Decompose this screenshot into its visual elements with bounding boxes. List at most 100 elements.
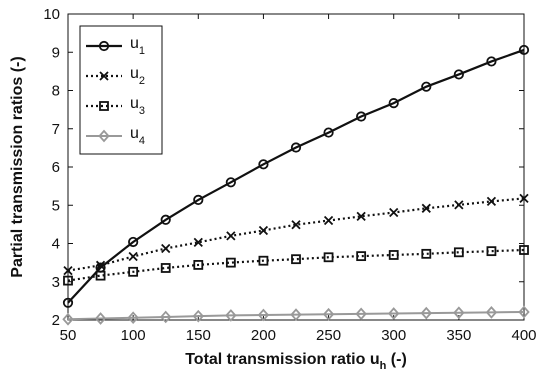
data-point-u1 [518, 44, 530, 56]
series-u2 [63, 193, 529, 276]
series-u1 [62, 44, 530, 308]
data-point-u2 [519, 193, 529, 204]
x-tick-label: 300 [381, 327, 406, 344]
x-axis-label-sub: h [380, 360, 387, 372]
data-point-u3 [486, 246, 497, 257]
legend-label-u4: u4 [130, 125, 145, 147]
data-point-u3 [160, 263, 171, 273]
x-tick-label: 400 [511, 327, 536, 344]
data-point-u4 [322, 307, 335, 321]
x-axis-label: Total transmission ratio uh (-) [185, 351, 407, 372]
data-point-u4 [160, 310, 172, 324]
data-point-u4 [94, 312, 107, 325]
data-point-u2 [226, 231, 236, 241]
data-point-u3 [128, 266, 139, 277]
legend-marker-u3 [99, 101, 109, 111]
data-point-u3 [356, 251, 367, 262]
data-point-u2 [486, 196, 497, 207]
data-point-u2 [95, 260, 106, 270]
data-point-u4 [62, 312, 74, 326]
data-point-u4 [127, 311, 139, 325]
data-point-u1 [258, 159, 269, 170]
y-tick-label: 8 [52, 83, 60, 100]
data-point-u4 [355, 307, 367, 321]
legend-label-u2: u2 [130, 65, 145, 87]
legend-label-sub: 1 [139, 45, 145, 57]
data-point-u4 [420, 306, 432, 320]
data-point-u2 [128, 251, 138, 262]
data-point-u1 [225, 177, 236, 188]
data-point-u2 [389, 207, 399, 218]
data-point-u3 [225, 257, 236, 268]
legend-label-main: u [130, 65, 139, 82]
y-tick-label: 6 [52, 159, 60, 176]
y-tick-label: 10 [43, 6, 60, 23]
legend-marker-u2 [99, 71, 109, 81]
data-point-u2 [291, 220, 301, 230]
data-point-u3 [291, 254, 301, 265]
data-point-u1 [290, 142, 302, 153]
data-point-u1 [62, 297, 74, 308]
legend-label-main: u [130, 35, 139, 52]
legend-label-main: u [130, 125, 139, 142]
data-point-u3 [453, 247, 464, 258]
data-point-u4 [453, 306, 465, 320]
data-point-u1 [160, 214, 171, 225]
data-point-u2 [193, 237, 203, 247]
series-u3 [63, 245, 529, 286]
series-line-u2 [67, 197, 525, 272]
data-point-u1 [388, 98, 399, 109]
data-point-u2 [356, 211, 366, 221]
x-tick-label: 150 [186, 327, 211, 344]
data-point-u1 [323, 127, 334, 138]
series-line-u3 [67, 248, 525, 282]
data-point-u3 [388, 250, 399, 260]
x-axis-label-main: Total transmission ratio u [185, 351, 379, 368]
series-line-u4 [67, 310, 525, 321]
plot-area: 50 100 150 200 250 300 350 400 2 3 4 5 6 7 8 9 10 [43, 6, 536, 344]
data-point-u4 [388, 307, 400, 320]
legend-label-u1: u1 [130, 35, 145, 57]
data-point-u3 [63, 275, 73, 286]
y-axis-label: Partial transmission ratios (-) [9, 56, 26, 277]
legend-label-u3: u3 [130, 95, 145, 117]
y-tick-label: 3 [52, 274, 60, 291]
x-axis-label-tail: (-) [386, 351, 406, 368]
data-point-u4 [192, 309, 204, 323]
data-point-u4 [225, 309, 237, 322]
legend-label-sub: 3 [139, 105, 145, 117]
series-line-u1 [67, 48, 525, 304]
data-point-u3 [95, 270, 106, 281]
y-tick-label: 9 [52, 44, 60, 61]
legend-marker-u1 [98, 40, 110, 52]
data-point-u4 [257, 308, 270, 322]
legend-box [79, 25, 163, 155]
data-point-u2 [323, 215, 334, 226]
legend-label-main: u [130, 95, 139, 112]
data-point-u1 [453, 69, 464, 80]
data-point-u2 [161, 243, 171, 254]
data-point-u1 [486, 56, 497, 67]
data-point-u4 [290, 308, 302, 321]
legend-marker-u4 [98, 129, 110, 143]
legend-label-sub: 4 [139, 135, 145, 147]
data-point-u2 [454, 200, 464, 210]
data-point-u3 [519, 245, 529, 255]
data-point-u4 [518, 305, 530, 319]
x-tick-label: 50 [60, 327, 77, 344]
data-point-u2 [258, 225, 269, 236]
data-point-u3 [193, 260, 204, 270]
y-tick-label: 7 [52, 121, 60, 138]
x-tick-label: 200 [251, 327, 276, 344]
data-point-u2 [63, 266, 73, 276]
data-point-u1 [421, 81, 432, 92]
data-point-u3 [258, 255, 269, 266]
data-point-u4 [485, 306, 498, 319]
data-point-u3 [323, 252, 334, 263]
x-tick-label: 100 [121, 327, 146, 344]
y-tick-label: 5 [52, 197, 60, 214]
series-u4 [62, 305, 530, 326]
y-tick-label: 2 [52, 312, 60, 329]
